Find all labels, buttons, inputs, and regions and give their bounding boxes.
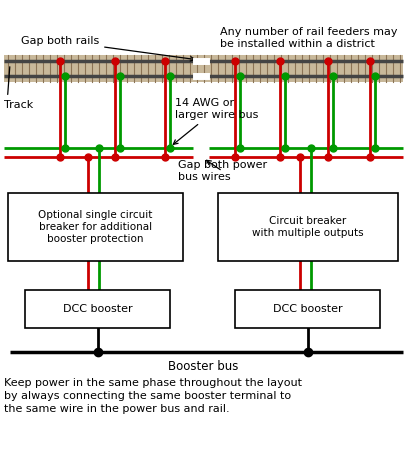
Text: Keep power in the same phase throughout the layout
by always connecting the same: Keep power in the same phase throughout … (4, 378, 302, 414)
Text: Any number of rail feeders may
be installed within a district: Any number of rail feeders may be instal… (220, 27, 398, 49)
Text: DCC booster: DCC booster (273, 304, 342, 314)
Bar (25, 290, 170, 328)
Bar (218, 193, 398, 261)
Bar (4, 55, 403, 82)
Text: Track: Track (4, 67, 33, 110)
Bar (8, 193, 183, 261)
Text: Gap both power
bus wires: Gap both power bus wires (178, 160, 267, 182)
Text: Booster bus: Booster bus (168, 360, 239, 373)
Text: Gap both rails: Gap both rails (21, 36, 195, 61)
Text: 14 AWG or
larger wire bus: 14 AWG or larger wire bus (173, 99, 258, 144)
Text: DCC booster: DCC booster (63, 304, 132, 314)
Text: Circuit breaker
with multiple outputs: Circuit breaker with multiple outputs (252, 216, 364, 238)
Bar (235, 290, 380, 328)
Text: Optional single circuit
breaker for additional
booster protection: Optional single circuit breaker for addi… (38, 211, 153, 243)
